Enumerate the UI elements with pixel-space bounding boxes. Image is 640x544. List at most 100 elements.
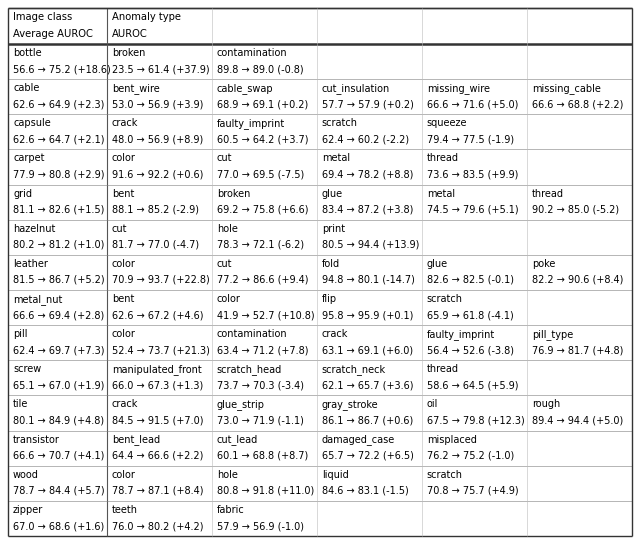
Text: 83.4 → 87.2 (+3.8): 83.4 → 87.2 (+3.8): [322, 205, 413, 215]
Text: glue: glue: [322, 189, 343, 199]
Text: color: color: [112, 153, 136, 163]
Text: carpet: carpet: [13, 153, 45, 163]
Text: glue: glue: [427, 259, 448, 269]
Text: 84.6 → 83.1 (-1.5): 84.6 → 83.1 (-1.5): [322, 486, 408, 496]
Text: transistor: transistor: [13, 435, 60, 444]
Text: metal: metal: [427, 189, 455, 199]
Text: 80.5 → 94.4 (+13.9): 80.5 → 94.4 (+13.9): [322, 240, 419, 250]
Text: contamination: contamination: [217, 329, 287, 339]
Text: Average AUROC: Average AUROC: [13, 28, 93, 39]
Text: 52.4 → 73.7 (+21.3): 52.4 → 73.7 (+21.3): [112, 345, 209, 355]
Text: pill_type: pill_type: [532, 329, 573, 340]
Text: 76.9 → 81.7 (+4.8): 76.9 → 81.7 (+4.8): [532, 345, 623, 355]
Text: thread: thread: [427, 364, 459, 374]
Text: 64.4 → 66.6 (+2.2): 64.4 → 66.6 (+2.2): [112, 451, 203, 461]
Text: missing_cable: missing_cable: [532, 83, 601, 94]
Text: 69.2 → 75.8 (+6.6): 69.2 → 75.8 (+6.6): [217, 205, 308, 215]
Text: scratch: scratch: [427, 294, 463, 304]
Text: 63.1 → 69.1 (+6.0): 63.1 → 69.1 (+6.0): [322, 345, 413, 355]
Text: 82.2 → 90.6 (+8.4): 82.2 → 90.6 (+8.4): [532, 275, 623, 285]
Text: 80.1 → 84.9 (+4.8): 80.1 → 84.9 (+4.8): [13, 416, 104, 425]
Text: 56.4 → 52.6 (-3.8): 56.4 → 52.6 (-3.8): [427, 345, 514, 355]
Text: 95.8 → 95.9 (+0.1): 95.8 → 95.9 (+0.1): [322, 310, 413, 320]
Text: color: color: [112, 259, 136, 269]
Text: liquid: liquid: [322, 469, 349, 480]
Text: Anomaly type: Anomaly type: [112, 12, 180, 22]
Text: hazelnut: hazelnut: [13, 224, 56, 234]
Text: hole: hole: [217, 469, 237, 480]
Text: rough: rough: [532, 399, 560, 410]
Text: color: color: [112, 329, 136, 339]
Text: 62.4 → 69.7 (+7.3): 62.4 → 69.7 (+7.3): [13, 345, 104, 355]
Text: oil: oil: [427, 399, 438, 410]
Text: 66.6 → 71.6 (+5.0): 66.6 → 71.6 (+5.0): [427, 99, 518, 109]
Text: hole: hole: [217, 224, 237, 234]
Text: missing_wire: missing_wire: [427, 83, 490, 94]
Text: 56.6 → 75.2 (+18.6): 56.6 → 75.2 (+18.6): [13, 64, 111, 74]
Text: 65.7 → 72.2 (+6.5): 65.7 → 72.2 (+6.5): [322, 451, 413, 461]
Text: 41.9 → 52.7 (+10.8): 41.9 → 52.7 (+10.8): [217, 310, 314, 320]
Text: thread: thread: [427, 153, 459, 163]
Text: crack: crack: [112, 399, 138, 410]
Text: cable: cable: [13, 83, 40, 93]
Text: 77.0 → 69.5 (-7.5): 77.0 → 69.5 (-7.5): [217, 170, 304, 180]
Text: cut: cut: [112, 224, 127, 234]
Text: 78.7 → 84.4 (+5.7): 78.7 → 84.4 (+5.7): [13, 486, 104, 496]
Text: 58.6 → 64.5 (+5.9): 58.6 → 64.5 (+5.9): [427, 380, 518, 391]
Text: 82.6 → 82.5 (-0.1): 82.6 → 82.5 (-0.1): [427, 275, 514, 285]
Text: 73.7 → 70.3 (-3.4): 73.7 → 70.3 (-3.4): [217, 380, 304, 391]
Text: manipulated_front: manipulated_front: [112, 364, 202, 375]
Text: grid: grid: [13, 189, 32, 199]
Text: 62.4 → 60.2 (-2.2): 62.4 → 60.2 (-2.2): [322, 134, 409, 144]
Text: AUROC: AUROC: [112, 28, 147, 39]
Text: damaged_case: damaged_case: [322, 435, 395, 446]
Text: scratch: scratch: [427, 469, 463, 480]
Text: 67.5 → 79.8 (+12.3): 67.5 → 79.8 (+12.3): [427, 416, 525, 425]
Text: scratch: scratch: [322, 118, 358, 128]
Text: 76.0 → 80.2 (+4.2): 76.0 → 80.2 (+4.2): [112, 521, 203, 531]
Text: faulty_imprint: faulty_imprint: [427, 329, 495, 340]
Text: fabric: fabric: [217, 505, 244, 515]
Text: 67.0 → 68.6 (+1.6): 67.0 → 68.6 (+1.6): [13, 521, 104, 531]
Text: faulty_imprint: faulty_imprint: [217, 118, 285, 129]
Text: 53.0 → 56.9 (+3.9): 53.0 → 56.9 (+3.9): [112, 99, 203, 109]
Text: 94.8 → 80.1 (-14.7): 94.8 → 80.1 (-14.7): [322, 275, 415, 285]
Text: 81.7 → 77.0 (-4.7): 81.7 → 77.0 (-4.7): [112, 240, 199, 250]
Text: 73.6 → 83.5 (+9.9): 73.6 → 83.5 (+9.9): [427, 170, 518, 180]
Text: leather: leather: [13, 259, 48, 269]
Text: thread: thread: [532, 189, 564, 199]
Text: 69.4 → 78.2 (+8.8): 69.4 → 78.2 (+8.8): [322, 170, 413, 180]
Text: squeeze: squeeze: [427, 118, 467, 128]
Text: color: color: [217, 294, 241, 304]
Text: fold: fold: [322, 259, 340, 269]
Text: 66.0 → 67.3 (+1.3): 66.0 → 67.3 (+1.3): [112, 380, 203, 391]
Text: 78.7 → 87.1 (+8.4): 78.7 → 87.1 (+8.4): [112, 486, 203, 496]
Text: contamination: contamination: [217, 48, 287, 58]
Text: 89.4 → 94.4 (+5.0): 89.4 → 94.4 (+5.0): [532, 416, 623, 425]
Text: 77.2 → 86.6 (+9.4): 77.2 → 86.6 (+9.4): [217, 275, 308, 285]
Text: 80.8 → 91.8 (+11.0): 80.8 → 91.8 (+11.0): [217, 486, 314, 496]
Text: Image class: Image class: [13, 12, 72, 22]
Text: poke: poke: [532, 259, 556, 269]
Text: 70.8 → 75.7 (+4.9): 70.8 → 75.7 (+4.9): [427, 486, 518, 496]
Text: 57.7 → 57.9 (+0.2): 57.7 → 57.9 (+0.2): [322, 99, 413, 109]
Text: cut_lead: cut_lead: [217, 435, 258, 446]
Text: 66.6 → 68.8 (+2.2): 66.6 → 68.8 (+2.2): [532, 99, 623, 109]
Text: cut: cut: [217, 259, 232, 269]
Text: 70.9 → 93.7 (+22.8): 70.9 → 93.7 (+22.8): [112, 275, 209, 285]
Text: teeth: teeth: [112, 505, 138, 515]
Text: bent_wire: bent_wire: [112, 83, 159, 94]
Text: cable_swap: cable_swap: [217, 83, 273, 94]
Text: 86.1 → 86.7 (+0.6): 86.1 → 86.7 (+0.6): [322, 416, 413, 425]
Text: print: print: [322, 224, 345, 234]
Text: broken: broken: [112, 48, 145, 58]
Text: 23.5 → 61.4 (+37.9): 23.5 → 61.4 (+37.9): [112, 64, 209, 74]
Text: 66.6 → 70.7 (+4.1): 66.6 → 70.7 (+4.1): [13, 451, 104, 461]
Text: 88.1 → 85.2 (-2.9): 88.1 → 85.2 (-2.9): [112, 205, 198, 215]
Text: color: color: [112, 469, 136, 480]
Text: 80.2 → 81.2 (+1.0): 80.2 → 81.2 (+1.0): [13, 240, 104, 250]
Text: 65.9 → 61.8 (-4.1): 65.9 → 61.8 (-4.1): [427, 310, 514, 320]
Text: 60.5 → 64.2 (+3.7): 60.5 → 64.2 (+3.7): [217, 134, 308, 144]
Text: capsule: capsule: [13, 118, 51, 128]
Text: 81.5 → 86.7 (+5.2): 81.5 → 86.7 (+5.2): [13, 275, 104, 285]
